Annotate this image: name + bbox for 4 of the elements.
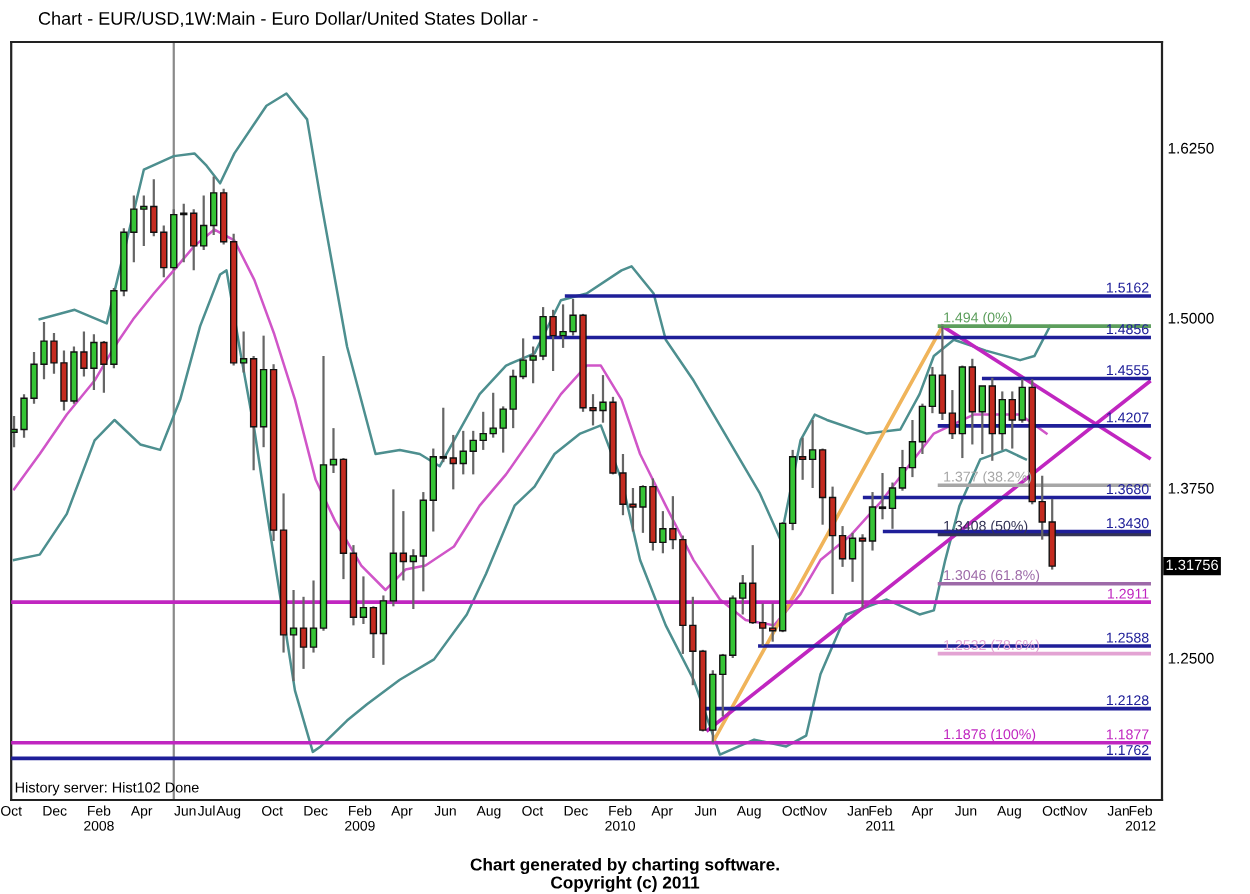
- text: Chart generated by charting software.: [470, 857, 779, 875]
- chart-title: Chart - EUR/USD,1W:Main - Euro Dollar/United States Dollar -: [38, 11, 538, 27]
- text: Copyright (c) 2011: [551, 875, 700, 893]
- line-series: [38, 92, 1052, 541]
